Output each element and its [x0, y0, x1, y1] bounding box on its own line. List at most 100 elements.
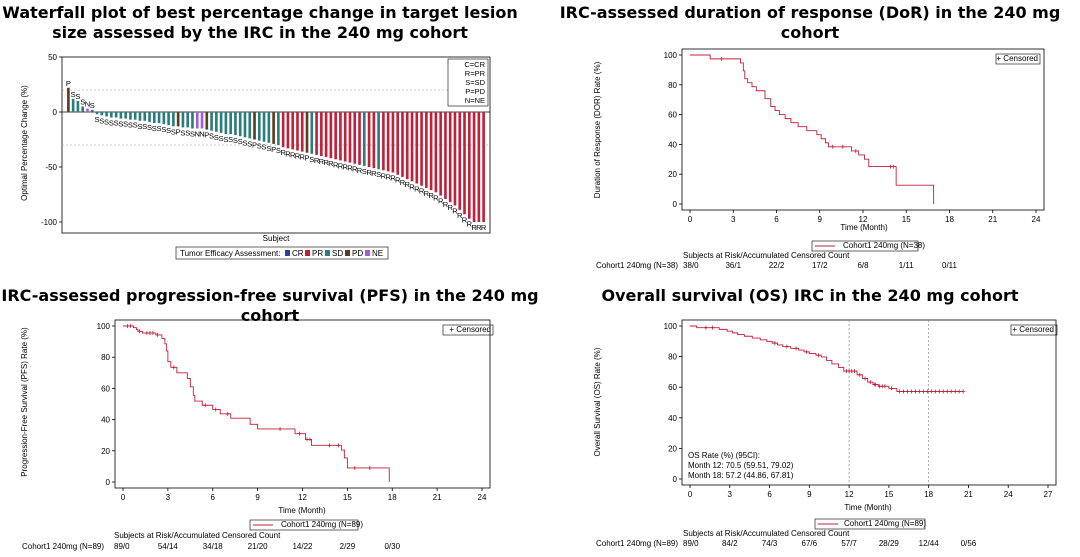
waterfall-bar-letter: R — [467, 220, 473, 229]
os-censor-mark — [949, 389, 954, 394]
waterfall-bar — [377, 112, 380, 170]
pfs-censor-legend: + Censored — [449, 325, 491, 334]
pfs-xtick-label: 12 — [298, 493, 307, 502]
pfs-ytick-label: 60 — [101, 384, 110, 393]
os-censor-mark — [804, 349, 809, 354]
waterfall-bar-letter: R — [290, 150, 296, 159]
waterfall-bar-letter: S — [257, 142, 262, 151]
dor-risk-value: 38/0 — [683, 261, 699, 270]
waterfall-bar-letter: S — [219, 134, 224, 143]
os-survival-curve — [690, 325, 964, 392]
waterfall-bar-letter: R — [295, 152, 301, 161]
waterfall-bar-letter: S — [166, 126, 171, 135]
waterfall-bar — [277, 112, 280, 145]
pfs-ytick-label: 80 — [101, 353, 110, 362]
waterfall-bar-letter: S — [152, 124, 157, 133]
waterfall-bar — [444, 112, 447, 199]
dor-title: IRC-assessed duration of response (DoR) … — [559, 3, 1061, 42]
waterfall-bar — [219, 112, 223, 133]
waterfall-bar-letter: S — [157, 124, 162, 133]
waterfall-bar — [396, 112, 400, 175]
os-ytick-label: 40 — [668, 414, 677, 423]
pfs-ytick-label: 40 — [101, 416, 110, 425]
waterfall-key-entry: R=PR — [465, 69, 486, 78]
waterfall-key-entry: S=SD — [465, 78, 485, 87]
waterfall-bar-letter: S — [75, 92, 80, 101]
os-ytick-label: 0 — [673, 475, 678, 484]
waterfall-bar-letter: S — [233, 136, 238, 145]
dor-risk-value: 0/11 — [942, 261, 958, 270]
pfs-censor-mark — [155, 332, 160, 337]
waterfall-bar — [291, 112, 295, 150]
pfs-censor-mark — [128, 324, 133, 328]
waterfall-bar — [281, 112, 285, 148]
waterfall-bar — [405, 112, 409, 180]
os-xtick-label: 9 — [807, 490, 812, 499]
pfs-censor-legend-box — [442, 324, 494, 336]
waterfall-bar — [238, 112, 242, 137]
waterfall-bar — [105, 112, 108, 117]
waterfall-bar — [305, 112, 309, 153]
waterfall-bar-letter: S — [114, 119, 119, 128]
waterfall-bar — [129, 112, 132, 120]
os-censor-mark — [929, 389, 934, 394]
waterfall-bar-letter: R — [405, 180, 411, 189]
os-censor-mark — [772, 341, 777, 346]
dor-risk-value: 1/11 — [899, 261, 915, 270]
pfs-censor-mark — [203, 403, 208, 408]
waterfall-bar — [401, 112, 404, 177]
waterfall-legend-swatch — [285, 250, 290, 256]
pfs-xtick-label: 18 — [388, 493, 397, 502]
os-risk-label: Cohort1 240mg (N=89) — [596, 539, 678, 548]
os-xtick-label: 21 — [964, 490, 973, 499]
waterfall-bar — [110, 112, 113, 118]
waterfall-bar-letter: S — [190, 130, 195, 139]
waterfall-bar — [453, 112, 457, 206]
waterfall-bar — [90, 109, 94, 112]
waterfall-bar-letter: S — [147, 123, 152, 132]
dor-censor-mark — [853, 148, 858, 153]
waterfall-bar — [329, 112, 333, 159]
waterfall-bar — [267, 112, 271, 143]
os-annotation-line-3: Month 18: 57.2 (44.86, 67.81) — [688, 471, 794, 480]
pfs-xtick-label: 24 — [478, 493, 487, 502]
dor-ytick-label: 60 — [668, 111, 677, 120]
waterfall-bar-letter: S — [309, 155, 314, 164]
os-risk-value: 28/29 — [879, 539, 900, 548]
os-risk-header: Subjects at Risk/Accumulated Censored Co… — [683, 529, 850, 538]
waterfall-bar — [429, 112, 433, 191]
waterfall-ytick-label: 0 — [53, 108, 58, 117]
os-censor-mark — [873, 382, 878, 387]
waterfall-bar-letter: R — [476, 223, 482, 232]
waterfall-bar — [382, 112, 385, 171]
os-censor-mark — [889, 386, 894, 391]
pfs-ytick-label: 100 — [97, 322, 111, 331]
waterfall-xlabel: Subject — [263, 234, 290, 243]
waterfall-legend-title: Tumor Efficacy Assessment: — [180, 249, 280, 258]
waterfall-bar — [467, 112, 471, 219]
waterfall-bar-letter: S — [128, 121, 133, 130]
pfs-risk-value: 0/30 — [384, 542, 400, 551]
waterfall-bar — [320, 112, 323, 156]
waterfall-bar-letter: R — [457, 211, 463, 220]
waterfall-bar — [152, 112, 156, 123]
os-xtick-label: 12 — [845, 490, 854, 499]
waterfall-bar-letter: R — [328, 159, 334, 168]
pfs-risk-header: Subjects at Risk/Accumulated Censored Co… — [114, 531, 281, 540]
waterfall-bar — [224, 112, 228, 134]
waterfall-bar — [315, 112, 318, 155]
waterfall-bar-letter: R — [352, 165, 358, 174]
pfs-censor-mark — [336, 443, 341, 448]
waterfall-bar-letter: R — [471, 223, 477, 232]
waterfall-bar — [191, 112, 194, 129]
os-risk-value: 84/2 — [722, 539, 738, 548]
waterfall-ytick-label: -100 — [41, 218, 58, 227]
waterfall-bar-letter: S — [376, 170, 381, 179]
waterfall-bar-letter: S — [95, 115, 100, 124]
pfs-xlabel: Time (Month) — [278, 506, 326, 515]
waterfall-bar-letter: S — [262, 143, 267, 152]
waterfall-bar-letter: R — [285, 149, 291, 158]
os-ytick-label: 20 — [668, 444, 677, 453]
waterfall-legend-label: SD — [332, 249, 343, 258]
